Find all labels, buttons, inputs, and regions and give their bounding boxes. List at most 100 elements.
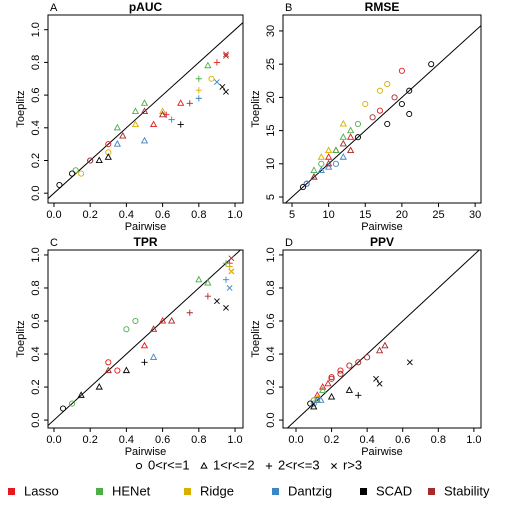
point (428, 61, 435, 68)
y-tick-label: 10 (265, 158, 277, 170)
point (226, 285, 233, 291)
identity-line (48, 250, 241, 426)
point (113, 140, 121, 147)
point (140, 99, 149, 106)
point (158, 107, 167, 114)
x-tick-label: 0.6 (395, 434, 410, 446)
legend-symbol (135, 462, 143, 470)
point (327, 392, 336, 400)
point (337, 370, 344, 377)
point (223, 88, 229, 95)
point (177, 99, 185, 106)
point (339, 119, 347, 127)
point (195, 275, 203, 283)
x-tick-label: 0.4 (119, 209, 134, 221)
point (119, 131, 127, 139)
point (105, 141, 112, 148)
point (105, 359, 112, 366)
x-tick-label: 0.4 (359, 434, 374, 446)
panel-title: TPR (134, 235, 158, 249)
point (195, 75, 202, 82)
point (346, 362, 353, 369)
point (228, 255, 235, 262)
y-tick-label: 0.2 (30, 153, 42, 168)
point (104, 366, 112, 374)
legend-label: Stability (444, 483, 490, 498)
point (325, 146, 333, 154)
point (354, 134, 361, 141)
x-tick-label: 0.2 (324, 434, 339, 446)
point (307, 400, 314, 407)
point (69, 170, 76, 177)
point (95, 382, 103, 390)
legend-label: Ridge (200, 483, 234, 498)
point (141, 359, 148, 366)
point (381, 341, 389, 349)
point (369, 114, 376, 121)
point (226, 263, 233, 270)
legend-swatch (272, 488, 279, 495)
panel-title: pAUC (129, 0, 163, 14)
panel-title: PPV (370, 235, 394, 249)
point (406, 359, 413, 366)
x-tick-label: 1.0 (466, 434, 481, 446)
legend-label: 1<r<=2 (213, 457, 255, 472)
point (140, 107, 149, 114)
point (104, 153, 112, 160)
panel-letter: A (50, 2, 58, 14)
x-tick-label: 0.6 (155, 434, 170, 446)
x-tick-label: 5 (289, 209, 295, 221)
y-tick-label: 15 (265, 124, 277, 136)
point (319, 386, 327, 393)
legend-swatch (184, 488, 191, 495)
legend-label: HENet (112, 483, 151, 498)
point (317, 166, 325, 173)
point (186, 309, 193, 316)
x-tick-label: 0.0 (46, 209, 61, 221)
point (362, 100, 369, 108)
y-tick-label: 0.6 (265, 313, 277, 328)
point (339, 133, 347, 140)
point (149, 120, 158, 128)
y-tick-label: 1.0 (265, 247, 277, 262)
point (376, 87, 383, 94)
point (132, 317, 139, 325)
x-tick-label: 20 (396, 209, 408, 221)
legend-label: SCAD (376, 483, 412, 498)
point (95, 156, 103, 164)
y-axis-label: Toeplitz (15, 320, 27, 357)
x-axis-label: Pairwise (361, 446, 403, 458)
legend-label: Dantzig (288, 483, 332, 498)
point (69, 400, 76, 407)
point (364, 354, 371, 361)
x-axis-label: Pairwise (125, 221, 167, 233)
y-tick-label: 0.2 (30, 379, 42, 394)
y-tick-label: 25 (265, 58, 277, 70)
plot-frame (47, 14, 244, 204)
point (310, 173, 318, 180)
point (375, 346, 384, 354)
point (310, 400, 317, 407)
y-tick-label: 0.0 (265, 412, 277, 427)
x-tick-label: 0.8 (191, 209, 206, 221)
point (337, 367, 344, 374)
y-tick-label: 0.8 (30, 55, 42, 70)
point (398, 67, 405, 74)
point (228, 268, 235, 275)
legend-swatch (8, 488, 15, 495)
point (158, 316, 167, 324)
x-tick-label: 0.8 (191, 434, 206, 446)
y-tick-label: 0.4 (30, 346, 42, 361)
point (77, 391, 85, 398)
point (406, 87, 413, 94)
y-tick-label: 0.6 (30, 313, 42, 328)
point (346, 146, 355, 154)
point (376, 380, 383, 387)
x-tick-label: 0.0 (288, 434, 303, 446)
panel-title: RMSE (365, 0, 400, 14)
identity-line (285, 25, 481, 203)
point (195, 95, 202, 102)
point (373, 375, 379, 382)
point (319, 382, 327, 390)
